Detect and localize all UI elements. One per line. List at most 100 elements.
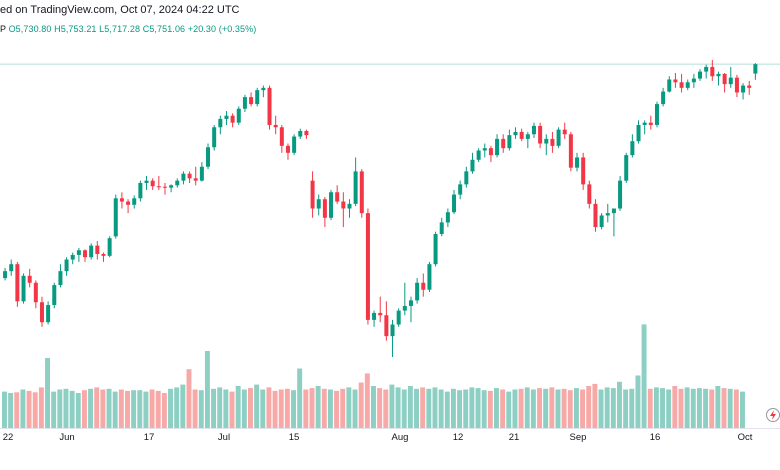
x-tick-label: 12 xyxy=(453,432,464,443)
volume-bar xyxy=(703,388,709,428)
candle-body xyxy=(544,138,549,144)
candle-body xyxy=(636,124,641,142)
volume-bar xyxy=(371,386,376,428)
candle xyxy=(667,76,672,93)
volume-bar xyxy=(260,389,266,428)
candle-body xyxy=(384,315,389,337)
candle-body xyxy=(716,73,721,77)
candle xyxy=(390,319,395,357)
volume-bar xyxy=(543,388,549,428)
candle-body xyxy=(421,282,426,290)
candle-body xyxy=(285,145,290,153)
candle-body xyxy=(654,104,659,125)
candle-body xyxy=(249,97,254,105)
volume-bar xyxy=(63,388,69,428)
volume-bar xyxy=(340,388,346,428)
candle xyxy=(21,273,26,304)
candle xyxy=(181,171,186,185)
candle xyxy=(587,180,592,209)
volume-bar xyxy=(94,387,100,428)
candle-body xyxy=(107,238,112,256)
candle xyxy=(691,73,696,88)
volume-bar xyxy=(580,389,586,428)
volume-bar xyxy=(51,391,57,428)
volume-bar xyxy=(315,386,321,428)
candle-body xyxy=(433,234,438,265)
candle xyxy=(531,122,536,138)
candle xyxy=(704,64,709,79)
candle-body xyxy=(341,201,346,209)
volume-bar xyxy=(364,373,370,428)
candle xyxy=(365,208,370,325)
publish-info: ed on TradingView.com, Oct 07, 2024 04:2… xyxy=(0,4,240,16)
candle-body xyxy=(169,185,174,188)
candle-body xyxy=(33,282,38,303)
candle xyxy=(162,182,167,195)
volume-bar xyxy=(463,389,469,428)
candle xyxy=(9,259,14,276)
candle xyxy=(15,261,20,307)
volume-bar xyxy=(161,393,167,428)
candle-body xyxy=(562,129,567,135)
candle xyxy=(618,176,623,211)
volume-bar xyxy=(143,391,149,428)
volume-bar xyxy=(69,390,75,428)
volume-bar xyxy=(407,386,413,428)
candle-body xyxy=(255,90,260,105)
candle-body xyxy=(224,115,229,119)
candle xyxy=(347,199,352,218)
candle-body xyxy=(292,136,297,153)
candle-body xyxy=(415,282,420,301)
candle-body xyxy=(624,155,629,181)
candle xyxy=(636,120,641,144)
candle-body xyxy=(747,85,752,88)
volume-bar xyxy=(272,390,278,428)
candle xyxy=(550,131,555,153)
candle xyxy=(568,131,573,172)
volume-bar xyxy=(653,387,659,428)
volume-bar xyxy=(555,389,561,428)
candle xyxy=(187,171,192,183)
candle xyxy=(728,66,733,88)
volume-bar xyxy=(155,390,161,428)
volume-bar xyxy=(518,388,524,428)
candle xyxy=(33,280,38,309)
candle xyxy=(476,148,481,163)
candle xyxy=(452,189,457,215)
candle-body xyxy=(267,87,272,125)
volume-bar xyxy=(192,389,198,428)
candle xyxy=(236,106,241,125)
candle xyxy=(556,127,561,149)
candle xyxy=(654,101,659,128)
candle-body xyxy=(21,275,26,302)
volume-bar xyxy=(629,388,635,428)
candle-body xyxy=(525,134,530,139)
candle xyxy=(581,152,586,190)
volume-bar xyxy=(211,388,217,428)
volume-bar xyxy=(457,390,463,428)
volume-bar xyxy=(733,389,739,428)
candle-body xyxy=(581,157,586,185)
x-tick-label: 17 xyxy=(144,432,155,443)
candle xyxy=(593,199,598,232)
volume-bar xyxy=(450,388,456,428)
candle-body xyxy=(83,250,88,258)
candle-body xyxy=(427,264,432,290)
candle-body xyxy=(452,194,457,213)
candle xyxy=(482,143,487,158)
volume-bar xyxy=(623,389,629,428)
candle xyxy=(519,128,524,142)
volume-bar xyxy=(75,393,81,428)
candle xyxy=(341,192,346,228)
candle xyxy=(439,217,444,237)
candle-body xyxy=(156,186,161,188)
candle xyxy=(285,143,290,160)
volume-bar xyxy=(401,389,407,428)
volume-bar xyxy=(186,369,192,428)
candle xyxy=(175,178,180,188)
volume-bar xyxy=(561,388,567,428)
lightning-icon[interactable] xyxy=(766,408,780,422)
volume-bar xyxy=(229,391,235,428)
candle xyxy=(279,124,284,153)
